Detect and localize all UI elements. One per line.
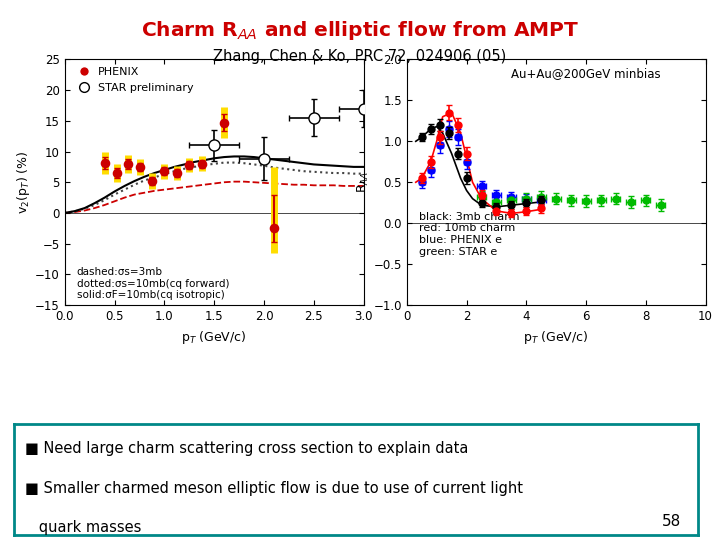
Text: black: 3mb charm
red: 10mb charm
blue: PHENIX e
green: STAR e: black: 3mb charm red: 10mb charm blue: P… xyxy=(419,212,519,256)
Y-axis label: R$_{AA}$: R$_{AA}$ xyxy=(356,171,371,193)
Text: Charm R$_{AA}$ and elliptic flow from AMPT: Charm R$_{AA}$ and elliptic flow from AM… xyxy=(141,19,579,42)
X-axis label: p$_T$ (GeV/c): p$_T$ (GeV/c) xyxy=(523,328,589,346)
Point xyxy=(122,159,133,168)
Text: quark masses: quark masses xyxy=(24,520,141,535)
Point xyxy=(218,118,230,127)
Text: 58: 58 xyxy=(662,514,681,529)
Point xyxy=(147,177,158,185)
Y-axis label: v$_2$(p$_T$) (%): v$_2$(p$_T$) (%) xyxy=(15,151,32,214)
Point xyxy=(268,224,279,233)
Text: ■ Need large charm scattering cross section to explain data: ■ Need large charm scattering cross sect… xyxy=(24,441,468,456)
Text: dashed:σs=3mb
dotted:σs=10mb(cq forward)
solid:σF=10mb(cq isotropic): dashed:σs=3mb dotted:σs=10mb(cq forward)… xyxy=(77,267,229,300)
Text: ■ Smaller charmed meson elliptic flow is due to use of current light: ■ Smaller charmed meson elliptic flow is… xyxy=(24,482,523,496)
Legend: PHENIX, STAR preliminary: PHENIX, STAR preliminary xyxy=(71,65,196,95)
Point xyxy=(111,168,122,177)
Point xyxy=(99,158,110,167)
X-axis label: p$_T$ (GeV/c): p$_T$ (GeV/c) xyxy=(181,328,247,346)
Point xyxy=(134,163,145,171)
Point xyxy=(158,167,170,176)
Text: Au+Au@200GeV minbias: Au+Au@200GeV minbias xyxy=(511,67,661,80)
Point xyxy=(184,161,195,170)
Point xyxy=(171,168,183,177)
Text: Zhang, Chen & Ko, PRC 72, 024906 (05): Zhang, Chen & Ko, PRC 72, 024906 (05) xyxy=(213,49,507,64)
Point xyxy=(197,159,208,168)
